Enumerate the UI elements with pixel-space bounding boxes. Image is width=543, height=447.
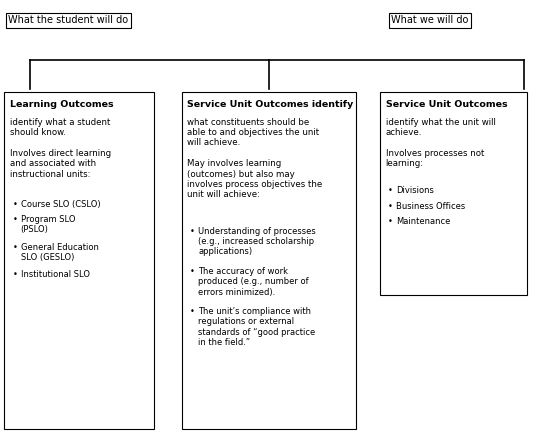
Text: •: •	[12, 200, 17, 209]
Text: •: •	[388, 186, 393, 195]
Text: •: •	[388, 217, 393, 226]
Text: The unit’s compliance with
regulations or external
standards of “good practice
i: The unit’s compliance with regulations o…	[198, 307, 315, 347]
Text: What we will do: What we will do	[391, 15, 468, 25]
Text: Learning Outcomes: Learning Outcomes	[10, 100, 113, 109]
Text: •: •	[12, 243, 17, 252]
Text: •: •	[190, 267, 195, 276]
FancyBboxPatch shape	[380, 92, 527, 295]
Text: Program SLO
(PSLO): Program SLO (PSLO)	[21, 215, 75, 234]
Text: •: •	[190, 227, 195, 236]
Text: The accuracy of work
produced (e.g., number of
errors minimized).: The accuracy of work produced (e.g., num…	[198, 267, 309, 297]
Text: Institutional SLO: Institutional SLO	[21, 270, 90, 279]
Text: Course SLO (CSLO): Course SLO (CSLO)	[21, 200, 100, 209]
Text: identify what a student
should know.

Involves direct learning
and associated wi: identify what a student should know. Inv…	[10, 118, 111, 178]
Text: Business Offices: Business Offices	[396, 202, 466, 211]
Text: Divisions: Divisions	[396, 186, 434, 195]
Text: Service Unit Outcomes identify: Service Unit Outcomes identify	[187, 100, 353, 109]
FancyBboxPatch shape	[4, 92, 154, 429]
Text: Maintenance: Maintenance	[396, 217, 451, 226]
Text: Understanding of processes
(e.g., increased scholarship
applications): Understanding of processes (e.g., increa…	[198, 227, 316, 257]
Text: •: •	[190, 307, 195, 316]
Text: General Education
SLO (GESLO): General Education SLO (GESLO)	[21, 243, 98, 262]
Text: •: •	[388, 202, 393, 211]
Text: •: •	[12, 270, 17, 279]
Text: what constituents should be
able to and objectives the unit
will achieve.

May i: what constituents should be able to and …	[187, 118, 323, 199]
Text: identify what the unit will
achieve.

Involves processes not
learning:: identify what the unit will achieve. Inv…	[386, 118, 495, 168]
Text: •: •	[12, 215, 17, 224]
Text: Service Unit Outcomes: Service Unit Outcomes	[386, 100, 507, 109]
FancyBboxPatch shape	[182, 92, 356, 429]
Text: What the student will do: What the student will do	[8, 15, 128, 25]
